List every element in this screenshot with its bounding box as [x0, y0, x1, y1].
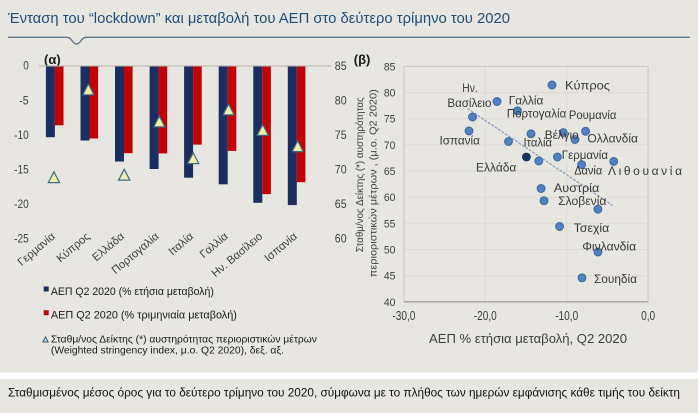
svg-text:85: 85 [335, 59, 347, 73]
svg-text:περιοριστικών μέτρων , (μ.ο. Q: περιοριστικών μέτρων , (μ.ο. Q2 2020) [368, 89, 380, 277]
svg-text:85: 85 [384, 61, 396, 73]
svg-text:Ένταση του “lockdown” και μετα: Ένταση του “lockdown” και μεταβολή του Α… [7, 10, 510, 27]
svg-text:Σλοβενία: Σλοβενία [558, 194, 606, 208]
svg-text:ΑΕΠ Q2 2020 (% ετήσια μεταβολή: ΑΕΠ Q2 2020 (% ετήσια μεταβολή) [51, 286, 214, 298]
svg-text:ΑΕΠ % ετήσια μεταβολή, Q2 2020: ΑΕΠ % ετήσια μεταβολή, Q2 2020 [429, 331, 627, 346]
svg-text:80: 80 [384, 88, 396, 100]
svg-text:70: 70 [335, 163, 347, 177]
svg-text:Ολλανδία: Ολλανδία [587, 132, 638, 146]
svg-text:-30,0: -30,0 [392, 309, 415, 323]
svg-text:-20: -20 [14, 197, 29, 211]
svg-text:65: 65 [335, 197, 347, 211]
svg-text:Ελλάδα: Ελλάδα [476, 161, 516, 175]
svg-text:70: 70 [384, 140, 396, 152]
svg-text:-20,0: -20,0 [474, 309, 497, 323]
svg-text:Σταθμ/νος Δείκτης (*) αυστηρότ: Σταθμ/νος Δείκτης (*) αυστηρότητας [354, 97, 366, 252]
svg-text:Σταθμ/νος Δείκτης (*) αυστηρότ: Σταθμ/νος Δείκτης (*) αυστηρότητας περιο… [51, 333, 317, 345]
svg-text:Πορτογαλία: Πορτογαλία [507, 107, 567, 121]
svg-text:(α): (α) [44, 52, 61, 67]
svg-text:Γερμανία: Γερμανία [562, 148, 608, 162]
svg-text:80: 80 [335, 94, 347, 108]
svg-text:(β): (β) [354, 52, 371, 67]
svg-text:Σουηδία: Σουηδία [594, 272, 637, 286]
svg-text:40: 40 [384, 297, 396, 309]
svg-text:Ρουμανία: Ρουμανία [569, 108, 617, 122]
svg-text:Δανία: Δανία [574, 164, 602, 178]
svg-text:0,0: 0,0 [641, 309, 655, 323]
svg-text:Σταθμισμένος μέσος όρος για το: Σταθμισμένος μέσος όρος για το δεύτερο τ… [8, 386, 680, 400]
svg-text:50: 50 [384, 244, 396, 256]
svg-text:60: 60 [384, 192, 396, 204]
svg-text:65: 65 [384, 166, 396, 178]
svg-text:0: 0 [23, 59, 29, 73]
svg-text:60: 60 [335, 232, 347, 246]
svg-text:75: 75 [335, 128, 347, 142]
svg-text:-5: -5 [19, 93, 29, 107]
svg-text:Ιταλία: Ιταλία [523, 135, 552, 149]
svg-text:Τσεχία: Τσεχία [574, 221, 609, 235]
svg-text:(Weighted stringency index, μ.: (Weighted stringency index, μ.ο. Q2 2020… [51, 346, 284, 357]
svg-text:55: 55 [384, 218, 396, 230]
svg-text:Βασίλειο: Βασίλειο [447, 96, 491, 110]
svg-text:Γαλλία: Γαλλία [509, 93, 544, 107]
svg-text:Φινλανδία: Φινλανδία [582, 240, 636, 254]
svg-text:Ισπανία: Ισπανία [440, 134, 480, 148]
svg-text:Βέλγιο: Βέλγιο [545, 128, 579, 142]
svg-text:75: 75 [384, 114, 396, 126]
svg-text:ΑΕΠ Q2 2020 (% τριμηνιαία μετα: ΑΕΠ Q2 2020 (% τριμηνιαία μεταβολή) [51, 310, 237, 322]
svg-text:-10,0: -10,0 [555, 309, 578, 323]
svg-text:Αυστρία: Αυστρία [554, 181, 599, 195]
svg-text:Λιθουανία: Λιθουανία [608, 164, 682, 178]
svg-text:45: 45 [384, 271, 396, 283]
svg-text:-15: -15 [14, 162, 29, 176]
svg-text:Ην.: Ην. [462, 81, 477, 95]
svg-text:-25: -25 [14, 232, 29, 246]
svg-text:-10: -10 [14, 128, 29, 142]
svg-text:Κύπρος: Κύπρος [565, 79, 610, 93]
